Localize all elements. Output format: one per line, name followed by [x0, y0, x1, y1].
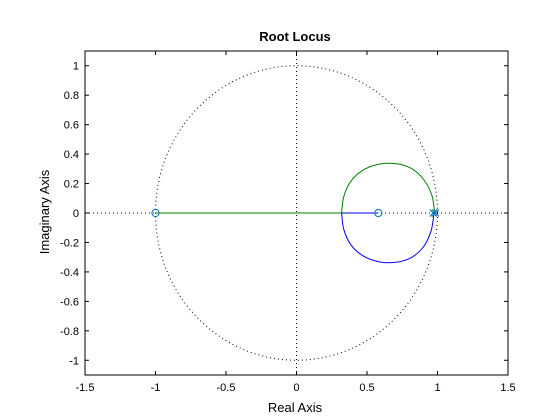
y-tick-label: 0 — [73, 208, 79, 220]
chart-title: Root Locus — [259, 29, 331, 44]
zero-marker-1 — [151, 208, 160, 218]
y-tick-label: 0.4 — [64, 149, 79, 161]
locus-branch-2 — [341, 212, 435, 264]
x-tick-label: 1 — [434, 382, 440, 394]
y-tick-label: -0.2 — [60, 237, 79, 249]
y-axis-label: Imaginary Axis — [37, 169, 52, 254]
y-axis-ticks: 1 0.8 0.6 0.4 0.2 0 -0.2 -0.4 -0.6 -0.8 -1 — [60, 61, 508, 367]
y-tick-label: 0.2 — [64, 179, 79, 191]
x-tick-label: -1 — [151, 382, 161, 394]
x-tick-label: 1.5 — [500, 382, 515, 394]
y-tick-label: -1 — [69, 355, 79, 367]
locus-branch-1 — [155, 162, 436, 214]
pole-marker-1 — [429, 209, 438, 217]
y-tick-label: 1 — [73, 61, 79, 73]
x-tick-label: 0 — [293, 382, 299, 394]
plot-area — [84, 50, 509, 376]
x-tick-label: -1.5 — [76, 382, 95, 394]
y-tick-label: -0.6 — [60, 296, 79, 308]
x-axis-label: Real Axis — [268, 400, 323, 415]
y-tick-label: -0.4 — [60, 267, 79, 279]
zero-marker-2 — [374, 208, 383, 218]
y-tick-label: 0.6 — [64, 120, 79, 132]
y-tick-label: -0.8 — [60, 326, 79, 338]
x-tick-label: 0.5 — [359, 382, 374, 394]
x-axis-ticks: -1.5 -1 -0.5 0 0.5 1 1.5 — [76, 51, 516, 394]
pole-marker-2 — [431, 209, 440, 217]
y-tick-label: 0.8 — [64, 90, 79, 102]
x-tick-label: -0.5 — [217, 382, 236, 394]
